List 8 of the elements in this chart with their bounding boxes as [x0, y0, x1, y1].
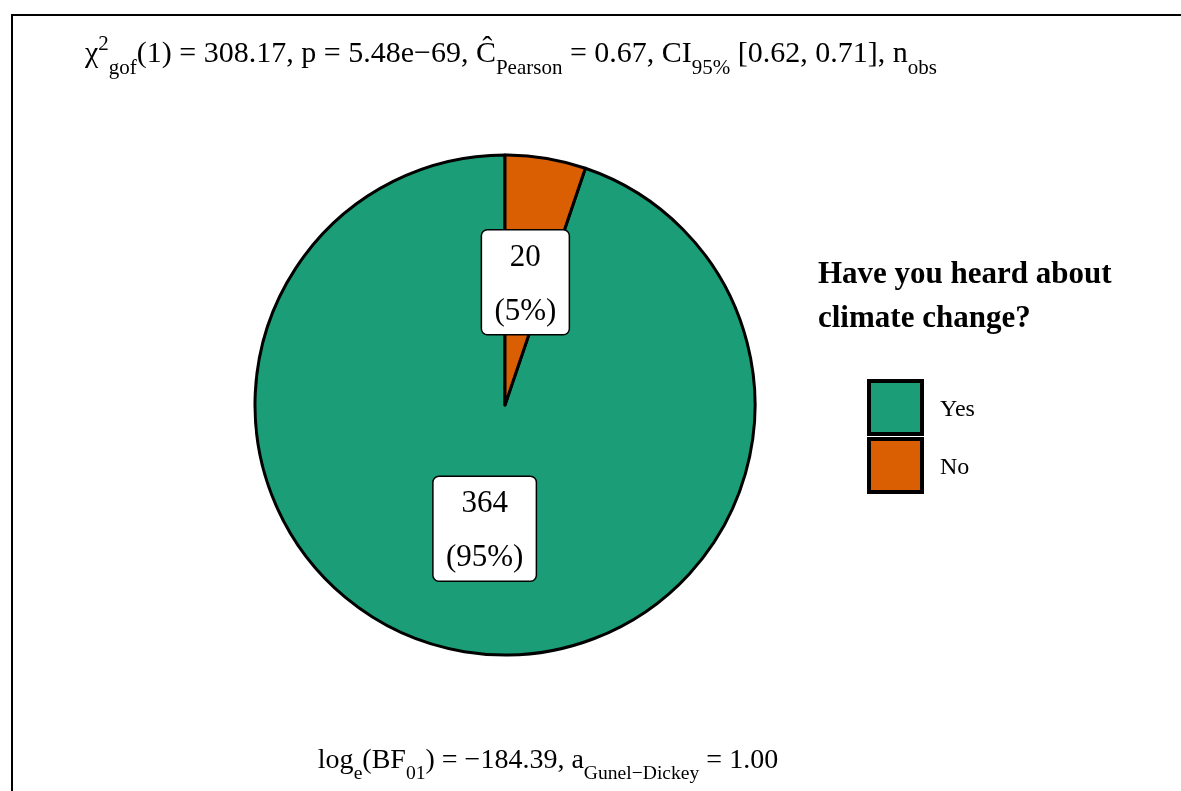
- legend-title: Have you heard about climate change?: [818, 255, 1113, 334]
- legend-label: Yes: [940, 395, 975, 421]
- data-label: 364 (95%): [445, 484, 524, 574]
- text: log$_{e}$(BF$_{01}$) = −184.39, a$_{Gunel−Dickey}$ = 1.00: [317, 743, 779, 783]
- pie-slice: [253, 153, 757, 657]
- data-label: 20 (5%): [494, 237, 557, 327]
- text: χ$^{2}$$_{gof}$(1) = 308.17, p = 5.48e−69, Ĉ$_{Pearson}$ = 0.67, CI$_{95%}$ [0.62, 0.71], n$_{obs}$: [85, 31, 937, 79]
- legend-label: No: [940, 453, 970, 479]
